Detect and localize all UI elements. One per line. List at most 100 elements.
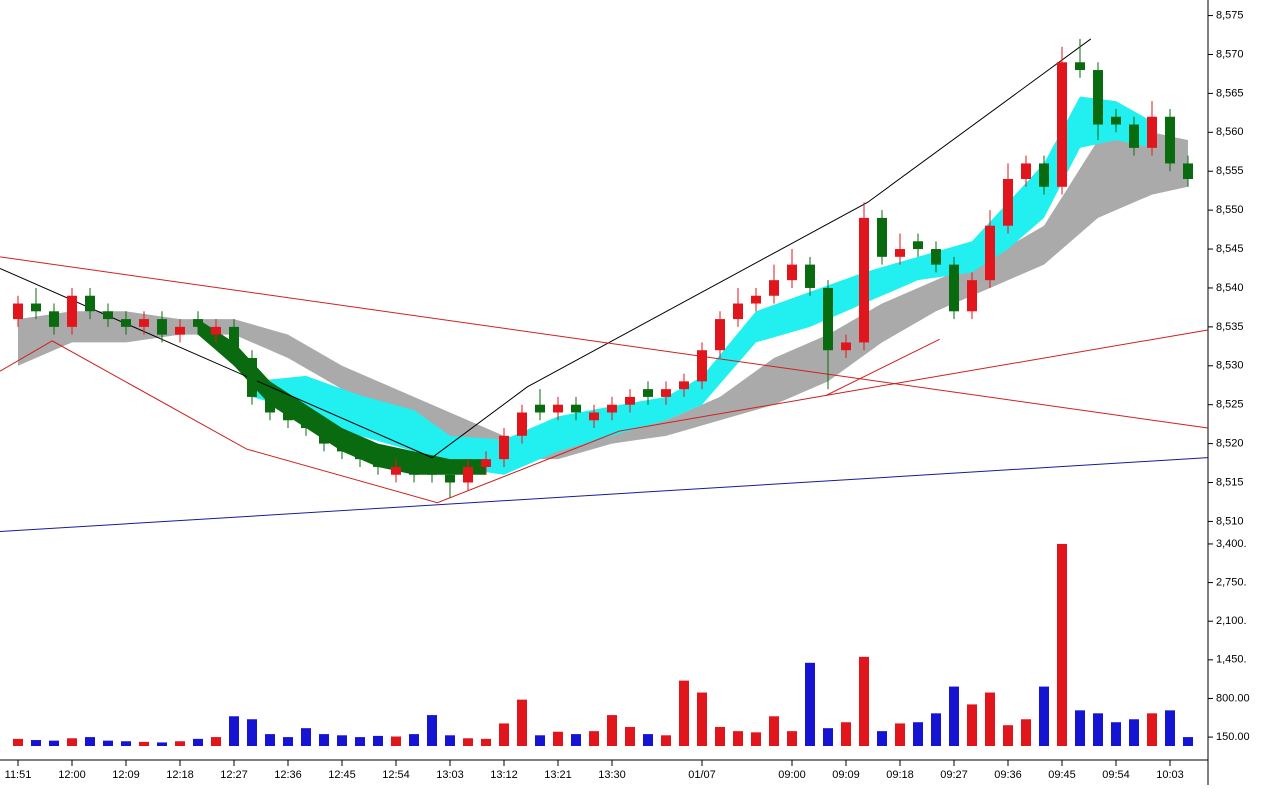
- x-tick-label: 12:09: [112, 769, 140, 781]
- volume-bar: [769, 716, 779, 746]
- candle-body: [391, 466, 401, 475]
- volume-bar: [211, 737, 221, 746]
- volume-bar: [679, 680, 689, 746]
- x-tick-label: 12:27: [220, 769, 248, 781]
- volume-bar: [967, 704, 977, 746]
- candle-body: [463, 466, 473, 483]
- candle-body: [67, 295, 77, 327]
- y-tick-label: 8,540: [1216, 282, 1244, 294]
- candle-body: [283, 412, 293, 421]
- volume-bar: [625, 726, 635, 746]
- x-tick-label: 12:54: [382, 769, 410, 781]
- candle-body: [661, 389, 671, 397]
- volume-bar: [409, 734, 419, 746]
- volume-bar: [1003, 725, 1013, 746]
- candle-body: [715, 319, 725, 351]
- x-tick-label: 09:00: [778, 769, 806, 781]
- x-tick-label: 09:27: [940, 769, 968, 781]
- candle-body: [787, 264, 797, 281]
- volume-bar: [319, 734, 329, 746]
- volume-tick-label: 1,450.: [1216, 654, 1247, 666]
- candle-body: [931, 249, 941, 265]
- y-tick-label: 8,515: [1216, 476, 1244, 488]
- volume-bar: [247, 719, 257, 746]
- volume-bar: [535, 735, 545, 746]
- x-tick-label: 09:18: [886, 769, 914, 781]
- y-tick-label: 8,510: [1216, 515, 1244, 527]
- trend-line: [0, 256, 1208, 429]
- x-tick-label: 12:18: [166, 769, 194, 781]
- candle-body: [1129, 124, 1139, 148]
- candle-body: [31, 303, 41, 312]
- volume-bar: [553, 731, 563, 746]
- candle-body: [625, 396, 635, 405]
- volume-bar: [643, 734, 653, 746]
- candle-body: [265, 396, 275, 413]
- candle-body: [859, 217, 869, 343]
- volume-bar: [1129, 719, 1139, 746]
- y-tick-label: 8,525: [1216, 399, 1244, 411]
- candle-body: [85, 295, 95, 312]
- x-tick-label: 01/07: [688, 769, 716, 781]
- candle-body: [1183, 163, 1193, 179]
- x-tick-label: 09:36: [994, 769, 1022, 781]
- volume-bar: [283, 737, 293, 746]
- x-tick-label: 13:03: [436, 769, 464, 781]
- candle-body: [643, 389, 653, 397]
- volume-tick-label: 2,750.: [1216, 576, 1247, 588]
- volume-bar: [103, 740, 113, 746]
- volume-bar: [805, 662, 815, 746]
- volume-bar: [733, 731, 743, 746]
- y-tick-label: 8,520: [1216, 438, 1244, 450]
- candle-body: [139, 319, 149, 327]
- volume-bar: [571, 734, 581, 746]
- y-tick-label: 8,560: [1216, 126, 1244, 138]
- y-tick-label: 8,535: [1216, 321, 1244, 333]
- candle-body: [1003, 179, 1013, 226]
- volume-bar: [265, 734, 275, 746]
- candle-body: [517, 412, 527, 436]
- y-tick-label: 8,575: [1216, 9, 1244, 21]
- candle-body: [553, 404, 563, 413]
- volume-bar: [589, 731, 599, 746]
- candle-body: [409, 466, 419, 475]
- volume-bar: [121, 741, 131, 746]
- candle-body: [967, 280, 977, 312]
- candle-body: [427, 466, 437, 475]
- x-tick-label: 12:00: [58, 769, 86, 781]
- volume-tick-label: 150.00: [1216, 731, 1250, 743]
- trend-line: [826, 329, 1208, 396]
- x-tick-label: 13:12: [490, 769, 518, 781]
- y-tick-label: 8,565: [1216, 87, 1244, 99]
- volume-bar: [1075, 710, 1085, 746]
- candle-body: [157, 319, 167, 335]
- x-tick-label: 09:45: [1048, 769, 1076, 781]
- candle-body: [1111, 116, 1121, 125]
- volume-bar: [49, 740, 59, 746]
- volume-bar: [175, 741, 185, 746]
- candle-body: [697, 350, 707, 382]
- candle-body: [751, 295, 761, 304]
- candle-body: [679, 381, 689, 390]
- candle-body: [103, 311, 113, 320]
- candle-body: [499, 435, 509, 460]
- x-tick-label: 09:54: [1102, 769, 1130, 781]
- volume-bar: [697, 692, 707, 746]
- candle-body: [211, 326, 221, 335]
- volume-bar: [427, 715, 437, 746]
- candle-body: [1165, 116, 1175, 164]
- volume-bar: [1057, 543, 1067, 746]
- candle-body: [1093, 70, 1103, 125]
- volume-bar: [499, 723, 509, 746]
- volume-tick-label: 3,400.: [1216, 538, 1247, 550]
- volume-bar: [1111, 722, 1121, 746]
- candle-body: [373, 459, 383, 467]
- volume-bar: [1039, 686, 1049, 746]
- candle-body: [319, 428, 329, 444]
- volume-bar: [157, 742, 167, 746]
- x-tick-label: 13:30: [598, 769, 626, 781]
- volume-bar: [31, 740, 41, 746]
- y-tick-label: 8,555: [1216, 165, 1244, 177]
- volume-bar: [355, 737, 365, 746]
- volume-bar: [481, 738, 491, 746]
